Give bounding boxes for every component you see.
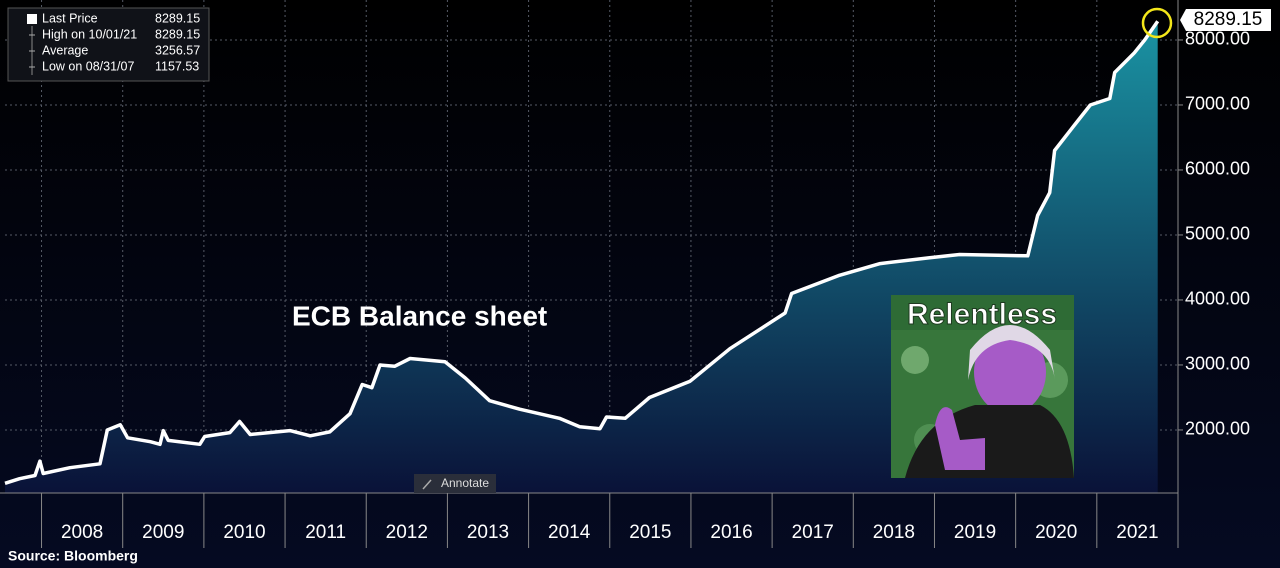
source: Source: Bloomberg bbox=[8, 548, 138, 564]
y-tick-label: 7000.00 bbox=[1185, 94, 1250, 114]
legend-value: 3256.57 bbox=[155, 43, 200, 57]
photo-caption: Relentless bbox=[907, 298, 1057, 331]
legend-value: 8289.15 bbox=[155, 11, 200, 25]
x-tick-label: 2013 bbox=[467, 522, 509, 543]
x-tick-label: 2015 bbox=[629, 522, 671, 543]
last-price-tag: 8289.15 bbox=[1180, 9, 1271, 31]
x-tick-label: 2008 bbox=[61, 522, 103, 543]
photo: Relentless bbox=[891, 295, 1074, 478]
annotation-title: ECB Balance sheet bbox=[292, 300, 547, 331]
area bbox=[5, 21, 1158, 493]
annotate-button-bg[interactable] bbox=[414, 474, 496, 493]
x-tick-label: 2014 bbox=[548, 522, 591, 543]
legend-label: Last Price bbox=[42, 11, 98, 25]
x-tick-label: 2019 bbox=[954, 522, 996, 543]
highlight-circle bbox=[1141, 7, 1173, 39]
x-tick-label: 2012 bbox=[386, 522, 428, 543]
x-tick-label: 2020 bbox=[1035, 522, 1077, 543]
legend-box bbox=[7, 7, 210, 82]
y-tick-label: 3000.00 bbox=[1185, 354, 1250, 374]
y-tick-label: 8000.00 bbox=[1185, 29, 1250, 49]
annotate-button[interactable]: Annotate bbox=[414, 474, 496, 493]
x-tick-label: 2009 bbox=[142, 522, 184, 543]
y-tick-label: 2000.00 bbox=[1185, 419, 1250, 439]
y-tick-label: 4000.00 bbox=[1185, 289, 1250, 309]
annotate-button-label[interactable]: Annotate bbox=[441, 476, 489, 490]
x-tick-label: 2018 bbox=[873, 522, 915, 543]
last-price-label: 8289.15 bbox=[1194, 9, 1263, 30]
line bbox=[4, 20, 1160, 485]
y-tick-label: 5000.00 bbox=[1185, 224, 1250, 244]
annotate-icon bbox=[422, 479, 432, 490]
legend-value: 8289.15 bbox=[155, 27, 200, 41]
y-tick-label: 6000.00 bbox=[1185, 159, 1250, 179]
x-tick-label: 2010 bbox=[223, 522, 265, 543]
x-tick-label: 2017 bbox=[792, 522, 834, 543]
legend: Last Price 8289.15 High on 10/01/21 8289.15… bbox=[7, 7, 210, 82]
legend-label: Low on 08/31/07 bbox=[42, 59, 134, 73]
plot-area bbox=[4, 0, 1178, 493]
legend-swatch bbox=[27, 14, 37, 24]
legend-value: 1157.53 bbox=[155, 59, 199, 73]
x-tick-label: 2021 bbox=[1116, 522, 1158, 543]
x-tick-label: 2011 bbox=[305, 522, 346, 543]
x-tick-label: 2016 bbox=[710, 522, 752, 543]
legend-label: High on 10/01/21 bbox=[42, 27, 137, 41]
legend-label: Average bbox=[42, 43, 88, 57]
